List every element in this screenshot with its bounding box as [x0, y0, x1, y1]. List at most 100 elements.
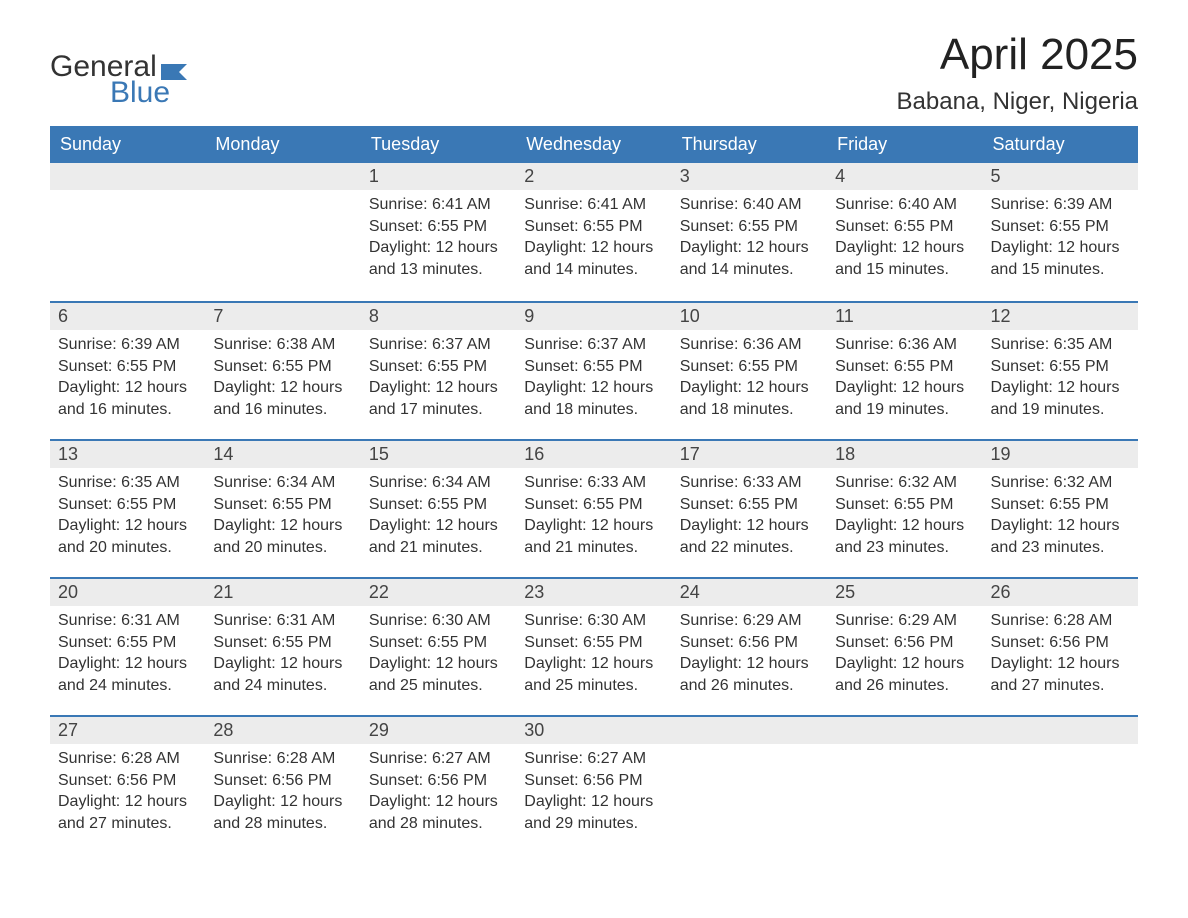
day-number-bar: 29 [361, 715, 516, 744]
day-details: Sunrise: 6:28 AMSunset: 6:56 PMDaylight:… [205, 744, 360, 842]
sunset-text: Sunset: 6:55 PM [835, 216, 974, 238]
daylight-text: Daylight: 12 hours and 18 minutes. [680, 377, 819, 420]
day-details [205, 190, 360, 202]
daylight-text: Daylight: 12 hours and 28 minutes. [369, 791, 508, 834]
day-details [827, 744, 982, 756]
daylight-text: Daylight: 12 hours and 15 minutes. [991, 237, 1130, 280]
daylight-text: Daylight: 12 hours and 17 minutes. [369, 377, 508, 420]
sunrise-text: Sunrise: 6:33 AM [680, 472, 819, 494]
sunrise-text: Sunrise: 6:35 AM [991, 334, 1130, 356]
calendar-day-cell: 4Sunrise: 6:40 AMSunset: 6:55 PMDaylight… [827, 163, 982, 301]
weekday-header: Sunday [50, 126, 205, 163]
day-details: Sunrise: 6:34 AMSunset: 6:55 PMDaylight:… [361, 468, 516, 566]
day-number-bar: 16 [516, 439, 671, 468]
sunrise-text: Sunrise: 6:32 AM [835, 472, 974, 494]
day-details: Sunrise: 6:40 AMSunset: 6:55 PMDaylight:… [827, 190, 982, 288]
calendar-day-cell: 13Sunrise: 6:35 AMSunset: 6:55 PMDayligh… [50, 439, 205, 577]
sunset-text: Sunset: 6:55 PM [213, 494, 352, 516]
day-details: Sunrise: 6:28 AMSunset: 6:56 PMDaylight:… [50, 744, 205, 842]
calendar-day-cell: 23Sunrise: 6:30 AMSunset: 6:55 PMDayligh… [516, 577, 671, 715]
page-header: General Blue April 2025 Babana, Niger, N… [50, 30, 1138, 116]
day-number-bar: 1 [361, 163, 516, 190]
day-details: Sunrise: 6:35 AMSunset: 6:55 PMDaylight:… [50, 468, 205, 566]
day-number-bar [983, 715, 1138, 744]
calendar-day-cell: 15Sunrise: 6:34 AMSunset: 6:55 PMDayligh… [361, 439, 516, 577]
sunset-text: Sunset: 6:55 PM [680, 494, 819, 516]
daylight-text: Daylight: 12 hours and 16 minutes. [58, 377, 197, 420]
sunrise-text: Sunrise: 6:28 AM [58, 748, 197, 770]
calendar-day-cell [983, 715, 1138, 853]
calendar-day-cell [50, 163, 205, 301]
calendar-day-cell: 18Sunrise: 6:32 AMSunset: 6:55 PMDayligh… [827, 439, 982, 577]
day-number-bar: 18 [827, 439, 982, 468]
calendar-day-cell: 19Sunrise: 6:32 AMSunset: 6:55 PMDayligh… [983, 439, 1138, 577]
daylight-text: Daylight: 12 hours and 23 minutes. [991, 515, 1130, 558]
day-number-bar: 28 [205, 715, 360, 744]
calendar-day-cell: 26Sunrise: 6:28 AMSunset: 6:56 PMDayligh… [983, 577, 1138, 715]
daylight-text: Daylight: 12 hours and 19 minutes. [835, 377, 974, 420]
sunrise-text: Sunrise: 6:32 AM [991, 472, 1130, 494]
sunrise-text: Sunrise: 6:31 AM [213, 610, 352, 632]
sunset-text: Sunset: 6:56 PM [680, 632, 819, 654]
sunset-text: Sunset: 6:55 PM [524, 632, 663, 654]
sunset-text: Sunset: 6:56 PM [835, 632, 974, 654]
calendar-day-cell: 6Sunrise: 6:39 AMSunset: 6:55 PMDaylight… [50, 301, 205, 439]
day-number-bar: 8 [361, 301, 516, 330]
daylight-text: Daylight: 12 hours and 19 minutes. [991, 377, 1130, 420]
sunset-text: Sunset: 6:55 PM [524, 216, 663, 238]
day-details: Sunrise: 6:40 AMSunset: 6:55 PMDaylight:… [672, 190, 827, 288]
sunset-text: Sunset: 6:55 PM [213, 356, 352, 378]
day-number-bar: 11 [827, 301, 982, 330]
sunrise-text: Sunrise: 6:40 AM [680, 194, 819, 216]
daylight-text: Daylight: 12 hours and 24 minutes. [213, 653, 352, 696]
sunset-text: Sunset: 6:56 PM [991, 632, 1130, 654]
calendar-day-cell: 25Sunrise: 6:29 AMSunset: 6:56 PMDayligh… [827, 577, 982, 715]
daylight-text: Daylight: 12 hours and 20 minutes. [213, 515, 352, 558]
sunrise-text: Sunrise: 6:33 AM [524, 472, 663, 494]
sunrise-text: Sunrise: 6:36 AM [835, 334, 974, 356]
sunrise-text: Sunrise: 6:41 AM [369, 194, 508, 216]
daylight-text: Daylight: 12 hours and 25 minutes. [369, 653, 508, 696]
day-details: Sunrise: 6:29 AMSunset: 6:56 PMDaylight:… [672, 606, 827, 704]
sunrise-text: Sunrise: 6:31 AM [58, 610, 197, 632]
calendar-week-row: 20Sunrise: 6:31 AMSunset: 6:55 PMDayligh… [50, 577, 1138, 715]
day-number-bar: 15 [361, 439, 516, 468]
day-details: Sunrise: 6:33 AMSunset: 6:55 PMDaylight:… [516, 468, 671, 566]
sunrise-text: Sunrise: 6:35 AM [58, 472, 197, 494]
day-details: Sunrise: 6:35 AMSunset: 6:55 PMDaylight:… [983, 330, 1138, 428]
day-details: Sunrise: 6:27 AMSunset: 6:56 PMDaylight:… [516, 744, 671, 842]
day-number-bar: 2 [516, 163, 671, 190]
calendar-day-cell: 16Sunrise: 6:33 AMSunset: 6:55 PMDayligh… [516, 439, 671, 577]
calendar-day-cell: 29Sunrise: 6:27 AMSunset: 6:56 PMDayligh… [361, 715, 516, 853]
day-details: Sunrise: 6:34 AMSunset: 6:55 PMDaylight:… [205, 468, 360, 566]
calendar-day-cell: 21Sunrise: 6:31 AMSunset: 6:55 PMDayligh… [205, 577, 360, 715]
sunset-text: Sunset: 6:55 PM [58, 632, 197, 654]
day-number-bar [205, 163, 360, 190]
calendar-day-cell: 11 Sunrise: 6:36 AMSunset: 6:55 PMDayligh… [827, 301, 982, 439]
sunrise-text: Sunrise: 6:38 AM [213, 334, 352, 356]
calendar-week-row: 1Sunrise: 6:41 AMSunset: 6:55 PMDaylight… [50, 163, 1138, 301]
day-details [983, 744, 1138, 756]
day-details: Sunrise: 6:41 AMSunset: 6:55 PMDaylight:… [516, 190, 671, 288]
day-details: Sunrise: 6:27 AMSunset: 6:56 PMDaylight:… [361, 744, 516, 842]
day-details: Sunrise: 6:36 AMSunset: 6:55 PMDaylight:… [672, 330, 827, 428]
calendar-day-cell: 3Sunrise: 6:40 AMSunset: 6:55 PMDaylight… [672, 163, 827, 301]
day-number-bar: 21 [205, 577, 360, 606]
sunset-text: Sunset: 6:55 PM [835, 356, 974, 378]
flag-icon [161, 64, 187, 84]
day-details: Sunrise: 6:30 AMSunset: 6:55 PMDaylight:… [361, 606, 516, 704]
daylight-text: Daylight: 12 hours and 23 minutes. [835, 515, 974, 558]
sunset-text: Sunset: 6:55 PM [58, 356, 197, 378]
day-details: Sunrise: 6:39 AMSunset: 6:55 PMDaylight:… [983, 190, 1138, 288]
daylight-text: Daylight: 12 hours and 21 minutes. [369, 515, 508, 558]
sunrise-text: Sunrise: 6:30 AM [369, 610, 508, 632]
calendar-day-cell: 2Sunrise: 6:41 AMSunset: 6:55 PMDaylight… [516, 163, 671, 301]
sunset-text: Sunset: 6:56 PM [524, 770, 663, 792]
sunset-text: Sunset: 6:55 PM [524, 356, 663, 378]
weekday-header: Saturday [983, 126, 1138, 163]
sunset-text: Sunset: 6:56 PM [213, 770, 352, 792]
location-subtitle: Babana, Niger, Nigeria [897, 88, 1138, 116]
sunset-text: Sunset: 6:55 PM [369, 494, 508, 516]
sunset-text: Sunset: 6:55 PM [680, 356, 819, 378]
day-number-bar: 5 [983, 163, 1138, 190]
